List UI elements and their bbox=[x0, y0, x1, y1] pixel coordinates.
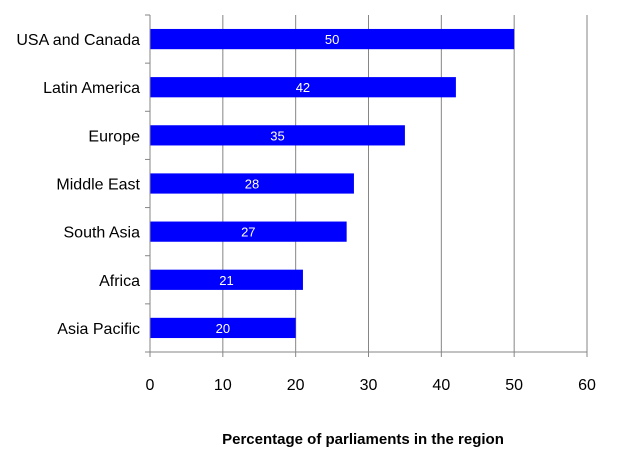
bar bbox=[150, 125, 405, 146]
bar bbox=[150, 173, 354, 194]
bar-data-label: 42 bbox=[296, 80, 310, 95]
x-tick-label: 0 bbox=[146, 377, 155, 394]
bar-data-label: 28 bbox=[245, 177, 259, 192]
category-label: Africa bbox=[99, 273, 140, 290]
x-tick-label: 10 bbox=[214, 377, 232, 394]
category-label: Europe bbox=[88, 128, 140, 145]
category-label: Asia Pacific bbox=[57, 321, 140, 338]
bar-data-label: 50 bbox=[325, 32, 339, 47]
bars bbox=[150, 28, 515, 339]
category-label: Middle East bbox=[56, 177, 140, 194]
bar-data-label: 20 bbox=[216, 321, 230, 336]
category-label: USA and Canada bbox=[16, 32, 140, 49]
bar bbox=[150, 28, 515, 50]
category-label: South Asia bbox=[64, 225, 141, 242]
bar bbox=[150, 221, 347, 242]
x-tick-label: 50 bbox=[505, 377, 523, 394]
x-tick-label: 20 bbox=[287, 377, 305, 394]
bar-data-label: 21 bbox=[219, 273, 233, 288]
bar-data-label: 27 bbox=[241, 225, 255, 240]
labels: 0 10 20 30 40 50 60 50 USA and Canada 42 Latin Ame… bbox=[16, 32, 596, 394]
x-tick-label: 60 bbox=[578, 377, 596, 394]
bar-data-label: 35 bbox=[270, 128, 284, 143]
x-axis-title: Percentage of parliaments in the region bbox=[222, 431, 504, 448]
x-tick-label: 40 bbox=[432, 377, 450, 394]
gridlines bbox=[222, 15, 588, 352]
bar bbox=[150, 77, 456, 98]
bar bbox=[150, 317, 296, 339]
axes bbox=[145, 14, 588, 357]
bar bbox=[150, 269, 303, 290]
x-tick-label: 30 bbox=[360, 377, 378, 394]
category-label: Latin America bbox=[43, 80, 140, 97]
